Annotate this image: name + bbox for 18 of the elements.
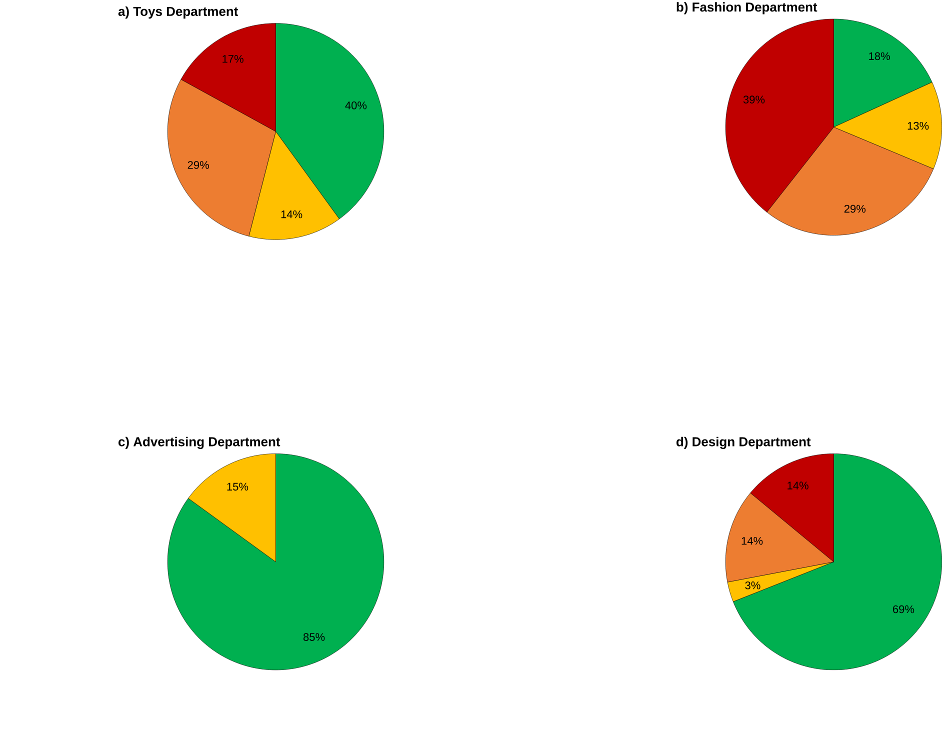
data-label: 13% (908, 122, 929, 130)
data-label: 29% (188, 160, 209, 169)
chart-title: b) Fashion Department (676, 2, 818, 14)
data-label: 69% (892, 605, 914, 614)
data-label: 18% (869, 52, 890, 60)
chart-title: c) Advertising Department (118, 436, 280, 449)
data-label: 85% (303, 632, 325, 641)
data-label: 14% (281, 210, 302, 218)
data-label: 39% (743, 96, 765, 104)
data-label: 29% (844, 204, 866, 213)
data-label: 3% (745, 581, 760, 590)
chart-title: d) Design Department (676, 436, 811, 449)
data-label: 14% (788, 482, 808, 490)
data-label: 14% (742, 536, 763, 545)
data-label: 40% (345, 101, 367, 110)
data-label: 15% (227, 482, 248, 490)
data-label: 17% (222, 54, 244, 63)
chart-title: a) Toys Department (118, 6, 238, 18)
